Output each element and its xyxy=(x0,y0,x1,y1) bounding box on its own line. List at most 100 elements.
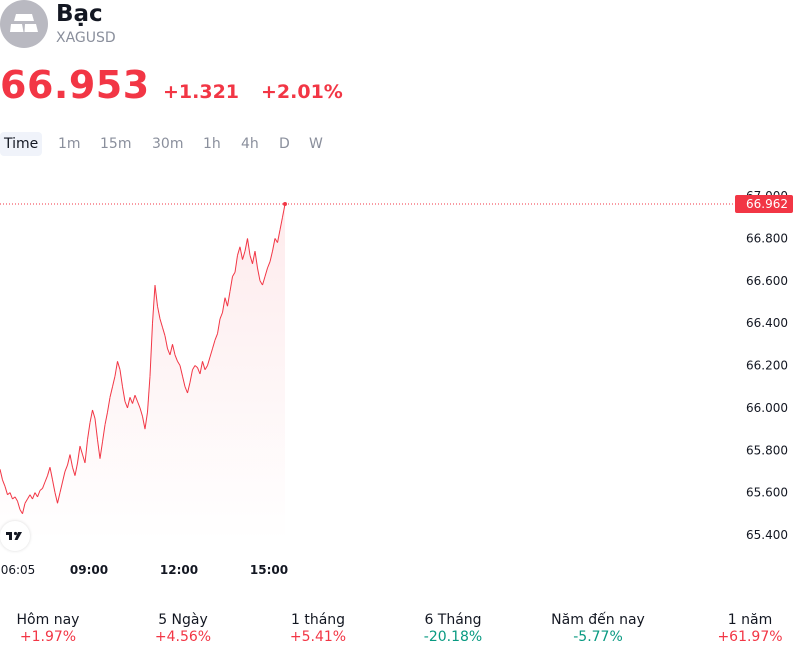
price-line-segment xyxy=(244,238,248,252)
price-line-segment xyxy=(254,251,258,269)
price-line-segment xyxy=(222,297,226,313)
price-line-segment xyxy=(257,267,261,281)
price-line-segment xyxy=(234,255,238,273)
x-tick-label: 09:00 xyxy=(70,563,108,577)
price-line-segment xyxy=(209,348,213,358)
price-line-segment xyxy=(42,481,46,489)
price-line-segment xyxy=(64,464,68,472)
price-line-segment xyxy=(22,503,26,514)
price-line-segment xyxy=(59,481,63,493)
price-line-segment xyxy=(252,251,256,264)
price-line-segment xyxy=(99,441,103,459)
price-line-segment xyxy=(174,354,178,362)
price-line-segment xyxy=(39,488,43,491)
price-line-segment xyxy=(164,335,168,349)
stat-label: Hôm nay xyxy=(16,612,80,628)
price-line-segment xyxy=(239,246,243,260)
stat-value: +5.41% xyxy=(289,629,347,645)
price-change-absolute: +1.321 xyxy=(163,81,240,103)
y-tick-label: 66.600 xyxy=(746,274,788,288)
stat-1[interactable]: 5 Ngày +4.56% xyxy=(118,612,248,645)
price-line-segment xyxy=(202,361,206,370)
price-line-segment xyxy=(187,382,191,394)
price-line-segment xyxy=(112,375,116,387)
price-line-segment xyxy=(4,486,8,495)
price-line-segment xyxy=(124,401,128,409)
price-line-segment xyxy=(232,272,236,277)
price-line-segment xyxy=(282,204,286,218)
price-line-segment xyxy=(197,367,201,375)
price-line-segment xyxy=(167,348,171,356)
price-line-segment xyxy=(177,361,181,366)
price-change-percent: +2.01% xyxy=(261,81,343,103)
tab-1m[interactable]: 1m xyxy=(58,136,81,152)
price-line-segment xyxy=(89,409,93,423)
price-line-segment xyxy=(94,418,98,440)
y-tick-label: 65.800 xyxy=(746,443,788,457)
price-line-segment xyxy=(157,306,161,319)
price-line-segment xyxy=(62,471,66,483)
price-line-segment xyxy=(122,386,126,402)
price-line-segment xyxy=(217,318,221,334)
tab-1h[interactable]: 1h xyxy=(203,136,221,152)
price-line-segment xyxy=(227,291,231,307)
symbol-title: Bạc xyxy=(56,1,103,27)
price-line-segment xyxy=(147,376,151,413)
price-line-segment xyxy=(29,494,33,500)
y-tick-label: 66.200 xyxy=(746,359,788,373)
price-line-segment xyxy=(37,490,41,498)
last-price: 66.953 xyxy=(0,63,150,107)
stat-0[interactable]: Hôm nay +1.97% xyxy=(0,612,113,645)
price-line-segment xyxy=(72,467,76,476)
stat-3[interactable]: 6 Tháng -20.18% xyxy=(388,612,518,645)
price-line-segment xyxy=(32,492,36,500)
stat-label: 1 tháng xyxy=(290,612,346,628)
tab-4h[interactable]: 4h xyxy=(241,136,259,152)
y-tick-label: 66.400 xyxy=(746,316,788,330)
price-line-segment xyxy=(247,238,251,256)
price-line-segment xyxy=(259,280,263,286)
price-line-segment xyxy=(137,401,141,409)
price-line-segment xyxy=(107,397,111,413)
price-line-segment xyxy=(159,318,163,328)
tab-time[interactable]: Time xyxy=(0,132,43,156)
price-line-segment xyxy=(74,462,78,476)
price-chart[interactable]: 67.00066.80066.60066.40066.20066.00065.8… xyxy=(0,180,800,590)
price-line-segment xyxy=(114,361,118,377)
price-line-segment xyxy=(109,386,113,398)
stat-4[interactable]: Năm đến nay -5.77% xyxy=(533,612,663,645)
price-line-segment xyxy=(12,496,16,500)
price-line-segment xyxy=(182,375,186,387)
price-line-segment xyxy=(132,395,136,404)
price-line-segment xyxy=(127,397,131,409)
price-line-segment xyxy=(0,469,3,481)
price-area-fill xyxy=(0,204,285,542)
price-line-segment xyxy=(224,297,228,307)
price-line-segment xyxy=(237,246,241,256)
stat-2[interactable]: 1 tháng +5.41% xyxy=(253,612,383,645)
price-line-segment xyxy=(44,475,48,483)
y-tick-label: 66.000 xyxy=(746,401,788,415)
stat-5[interactable]: 1 năm +61.97% xyxy=(685,612,800,645)
price-line-segment xyxy=(277,229,281,243)
price-line-segment xyxy=(189,369,193,383)
price-line-segment xyxy=(17,500,21,510)
price-line-segment xyxy=(229,276,233,292)
price-line-segment xyxy=(219,312,223,320)
price-line-segment xyxy=(24,498,28,504)
price-line-segment xyxy=(14,496,18,502)
price-line-segment xyxy=(199,361,203,375)
price-line-segment xyxy=(144,412,148,430)
tradingview-logo-icon[interactable] xyxy=(0,521,30,551)
tab-w[interactable]: W xyxy=(309,136,323,152)
tab-d[interactable]: D xyxy=(279,136,290,152)
stat-label: 5 Ngày xyxy=(158,612,208,628)
price-line-segment xyxy=(274,238,278,243)
price-line-segment xyxy=(152,284,156,324)
price-line-segment xyxy=(172,344,176,356)
tab-15m[interactable]: 15m xyxy=(100,136,132,152)
stat-label: 6 Tháng xyxy=(424,612,482,628)
price-line-segment xyxy=(9,492,13,500)
tab-30m[interactable]: 30m xyxy=(152,136,184,152)
symbol-ticker: XAGUSD xyxy=(56,30,116,46)
